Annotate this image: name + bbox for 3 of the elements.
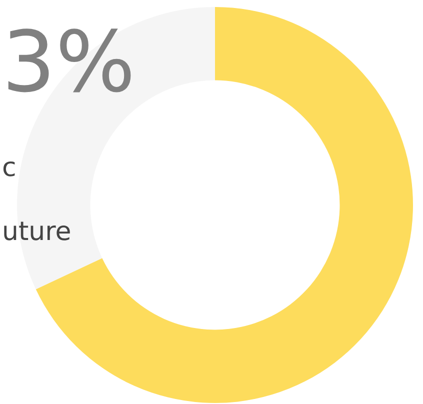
text: 3% xyxy=(2,13,136,111)
text: uture xyxy=(2,217,72,247)
text: c xyxy=(2,153,16,183)
